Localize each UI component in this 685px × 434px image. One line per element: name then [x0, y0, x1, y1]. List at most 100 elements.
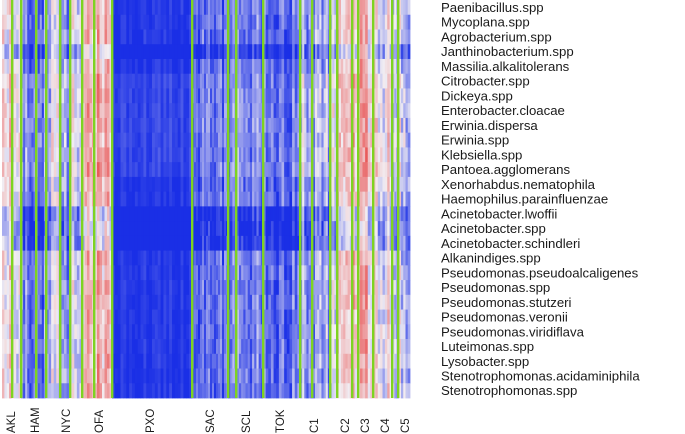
heatmap-cell	[157, 294, 161, 310]
heatmap-cell	[278, 353, 282, 369]
heatmap-cell	[76, 103, 80, 119]
heatmap-cell	[82, 353, 85, 369]
heatmap-cell	[347, 147, 351, 163]
heatmap-cell	[154, 132, 159, 148]
heatmap-cell	[200, 14, 203, 30]
heatmap-cell	[149, 162, 153, 178]
heatmap-cell	[174, 324, 179, 340]
heatmap-cell	[166, 147, 170, 163]
heatmap-cell	[33, 88, 36, 104]
heatmap-cell	[230, 73, 233, 89]
heatmap-cell	[218, 117, 221, 134]
heatmap-cell	[387, 162, 391, 178]
heatmap-cell	[256, 383, 260, 399]
heatmap-cell	[405, 221, 409, 237]
heatmap-cell	[166, 132, 170, 148]
heatmap-cell	[53, 103, 57, 119]
heatmap-cell	[140, 176, 144, 193]
heatmap-cell	[76, 339, 80, 355]
heatmap-cell	[16, 44, 20, 60]
heatmap-cell	[186, 235, 190, 251]
heatmap-cell	[222, 162, 225, 178]
heatmap-cell	[334, 250, 337, 266]
heatmap-cell	[174, 44, 179, 60]
heatmap-cell	[149, 324, 153, 340]
heatmap-cell	[343, 88, 346, 104]
heatmap-cell	[123, 176, 127, 193]
heatmap-cell	[194, 221, 197, 237]
heatmap-cell	[56, 324, 60, 340]
heatmap-cell	[204, 58, 207, 75]
heatmap-cell	[89, 235, 93, 251]
heatmap-cell	[405, 191, 409, 207]
heatmap-cell	[64, 191, 67, 207]
heatmap-cell	[270, 14, 274, 30]
heatmap-cell	[365, 147, 369, 163]
heatmap-cell	[398, 368, 402, 384]
heatmap-cell	[174, 221, 179, 237]
heatmap-cell	[398, 73, 402, 89]
heatmap-cell	[206, 0, 209, 16]
heatmap-cell	[365, 280, 369, 296]
heatmap-cell	[405, 324, 409, 340]
heatmap-cell	[297, 132, 301, 148]
heatmap-cell	[71, 250, 75, 266]
heatmap-cell	[222, 221, 225, 237]
heatmap-cell	[25, 0, 28, 16]
heatmap-cell	[354, 353, 358, 369]
heatmap-cell	[210, 58, 213, 75]
heatmap-cell	[294, 44, 298, 60]
heatmap-cell	[123, 280, 127, 296]
heatmap-cell	[332, 132, 335, 148]
heatmap-cell	[194, 14, 197, 30]
heatmap-cell	[149, 309, 153, 325]
heatmap-cell	[270, 147, 274, 163]
heatmap-cell	[297, 221, 301, 237]
heatmap-cell	[370, 324, 374, 340]
heatmap-cell	[214, 14, 217, 30]
heatmap-cell	[407, 44, 411, 60]
heatmap-cell	[79, 29, 83, 45]
heatmap-cell	[202, 324, 205, 340]
heatmap-cell	[230, 14, 233, 30]
column-labels: AKL HAM NYC OFA PXO SAC SCL TOK C1 C2 C3 C4 C5	[6, 407, 412, 433]
heatmap-cell	[308, 294, 312, 310]
heatmap-cell	[61, 309, 65, 325]
heatmap-cell	[51, 250, 55, 266]
heatmap-cell	[325, 147, 329, 163]
heatmap-cell	[332, 383, 335, 399]
heatmap-cell	[102, 250, 105, 266]
heatmap-cell	[51, 58, 55, 75]
heatmap-cell	[56, 29, 60, 45]
heatmap-cell	[196, 368, 199, 384]
heatmap-cell	[216, 103, 219, 119]
heatmap-cell	[97, 280, 100, 296]
heatmap-cell	[202, 353, 205, 369]
heatmap-cell	[323, 44, 327, 60]
heatmap-cell	[196, 103, 199, 119]
heatmap-cell	[140, 191, 144, 207]
heatmap-cell	[284, 73, 288, 89]
heatmap-cell	[132, 191, 136, 207]
heatmap-cell	[238, 324, 242, 340]
heatmap-cell	[294, 132, 298, 148]
heatmap-cell	[48, 162, 52, 178]
heatmap-cell	[137, 88, 141, 104]
heatmap-cell	[102, 117, 105, 134]
heatmap-cell	[222, 368, 225, 384]
heatmap-cell	[302, 265, 305, 281]
heatmap-cell	[180, 221, 184, 237]
heatmap-cell	[334, 265, 337, 281]
heatmap-cell	[263, 147, 267, 163]
heatmap-cell	[297, 324, 301, 340]
heatmap-cell	[315, 88, 318, 104]
heatmap-cell	[104, 206, 108, 222]
heatmap-cell	[268, 0, 272, 16]
heatmap-cell	[334, 235, 337, 251]
heatmap-cell	[6, 14, 10, 30]
heatmap-cell	[61, 132, 65, 148]
heatmap-cell	[347, 176, 351, 193]
heatmap-cell	[76, 280, 80, 296]
heatmap-cell	[304, 235, 307, 251]
heatmap-cell	[238, 103, 242, 119]
